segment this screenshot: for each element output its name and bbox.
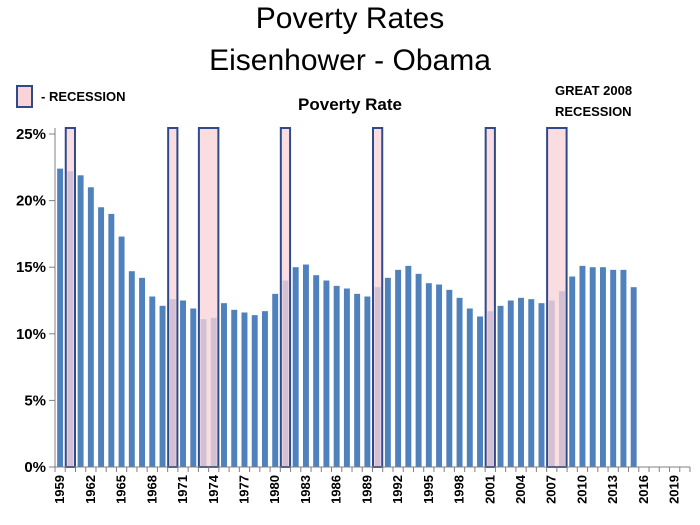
bar-1975 (221, 303, 227, 467)
bar-1962 (87, 187, 94, 467)
bar-1995 (425, 283, 432, 467)
x-tick-label: 2019 (667, 475, 682, 504)
bar-2010 (579, 265, 586, 467)
legend-recession-swatch (16, 85, 33, 108)
bar-1966 (128, 271, 135, 467)
bar-1988 (354, 293, 361, 467)
bar-2011 (589, 267, 596, 467)
y-tick-label: 15% (16, 259, 46, 276)
bar-1980 (272, 293, 279, 467)
bar-1969 (159, 305, 166, 467)
bar-1993 (405, 265, 412, 467)
x-tick-label: 1971 (175, 475, 190, 504)
bar-1968 (149, 296, 156, 467)
bar-1984 (313, 275, 320, 467)
x-tick-label: 1959 (52, 475, 67, 504)
legend-recession-label: - RECESSION (41, 89, 126, 104)
bar-2015 (630, 287, 637, 467)
x-tick-label: 1968 (144, 475, 159, 504)
x-tick-label: 1977 (236, 475, 251, 504)
recession-band-1981 (279, 127, 292, 468)
bar-1963 (98, 207, 105, 467)
x-tick-label: 2010 (574, 475, 589, 504)
recession-band-1973 (197, 127, 220, 468)
bar-2005 (528, 299, 535, 467)
bar-2009 (569, 276, 576, 467)
recession-band-2007 (546, 127, 568, 468)
y-tick-label: 5% (24, 392, 46, 409)
bar-1976 (231, 309, 238, 467)
x-tick-label: 1992 (390, 475, 405, 504)
bar-2013 (610, 269, 617, 467)
y-tick-label: 10% (16, 326, 46, 343)
chart-title: Poverty Rates (256, 2, 444, 35)
chart-subtitle: Eisenhower - Obama (209, 44, 491, 77)
bar-1982 (292, 267, 299, 467)
bar-2002 (497, 305, 504, 467)
annotation-line-1: GREAT 2008 (555, 83, 632, 98)
bar-1992 (395, 269, 402, 467)
bar-1965 (118, 236, 125, 467)
bar-1972 (190, 308, 197, 467)
bar-2000 (477, 316, 484, 467)
y-tick-label: 20% (16, 193, 46, 210)
x-tick-label: 1983 (298, 475, 313, 504)
recession-band-2001 (484, 127, 496, 468)
bar-1986 (333, 285, 340, 467)
y-tick-label: 25% (16, 126, 46, 143)
bar-1979 (261, 311, 268, 467)
series-title: Poverty Rate (298, 95, 402, 114)
bar-1996 (436, 284, 443, 467)
bar-1967 (139, 277, 146, 467)
legend: - RECESSION (16, 85, 126, 108)
x-tick-label: 2016 (636, 475, 651, 504)
bar-1971 (180, 300, 186, 467)
recession-band-1960 (64, 127, 76, 468)
bar-1983 (302, 264, 309, 467)
annotation-line-2: RECESSION (555, 104, 632, 119)
bar-1998 (456, 297, 463, 467)
bar-1959 (57, 168, 64, 467)
x-tick-label: 2013 (605, 475, 620, 504)
bar-1987 (343, 288, 350, 467)
bar-1994 (415, 273, 422, 467)
bar-1997 (446, 289, 453, 467)
x-tick-label: 1965 (114, 475, 129, 504)
bar-1961 (77, 175, 84, 468)
y-tick-label: 0% (24, 459, 46, 476)
x-tick-label: 1998 (452, 475, 467, 504)
bar-2004 (518, 297, 524, 467)
x-tick-label: 1986 (329, 475, 344, 504)
bar-1989 (364, 296, 371, 467)
x-tick-label: 2001 (482, 475, 497, 504)
bar-1991 (384, 277, 391, 467)
x-tick-label: 1980 (267, 475, 282, 504)
bar-1964 (108, 213, 115, 467)
bar-2012 (599, 267, 606, 467)
plot-area: 0% 5% 10% 15% 20% 25% 1959 1962 1965 1968 1971 1974… (16, 126, 691, 504)
recession-band-1970 (167, 127, 179, 468)
recession-band-1990 (372, 127, 384, 468)
x-tick-label: 1974 (206, 474, 221, 504)
x-tick-label: 2004 (513, 474, 528, 504)
bar-2014 (620, 269, 627, 467)
bar-1985 (323, 280, 330, 467)
x-tick-label: 1962 (83, 475, 98, 504)
x-tick-label: 1995 (421, 475, 436, 504)
bar-2003 (507, 300, 514, 467)
bar-1978 (251, 315, 258, 467)
bar-1999 (466, 308, 473, 467)
bar-2006 (538, 303, 545, 467)
x-tick-label: 1989 (359, 475, 374, 504)
bar-1977 (241, 312, 248, 467)
x-tick-label: 2007 (544, 475, 559, 504)
